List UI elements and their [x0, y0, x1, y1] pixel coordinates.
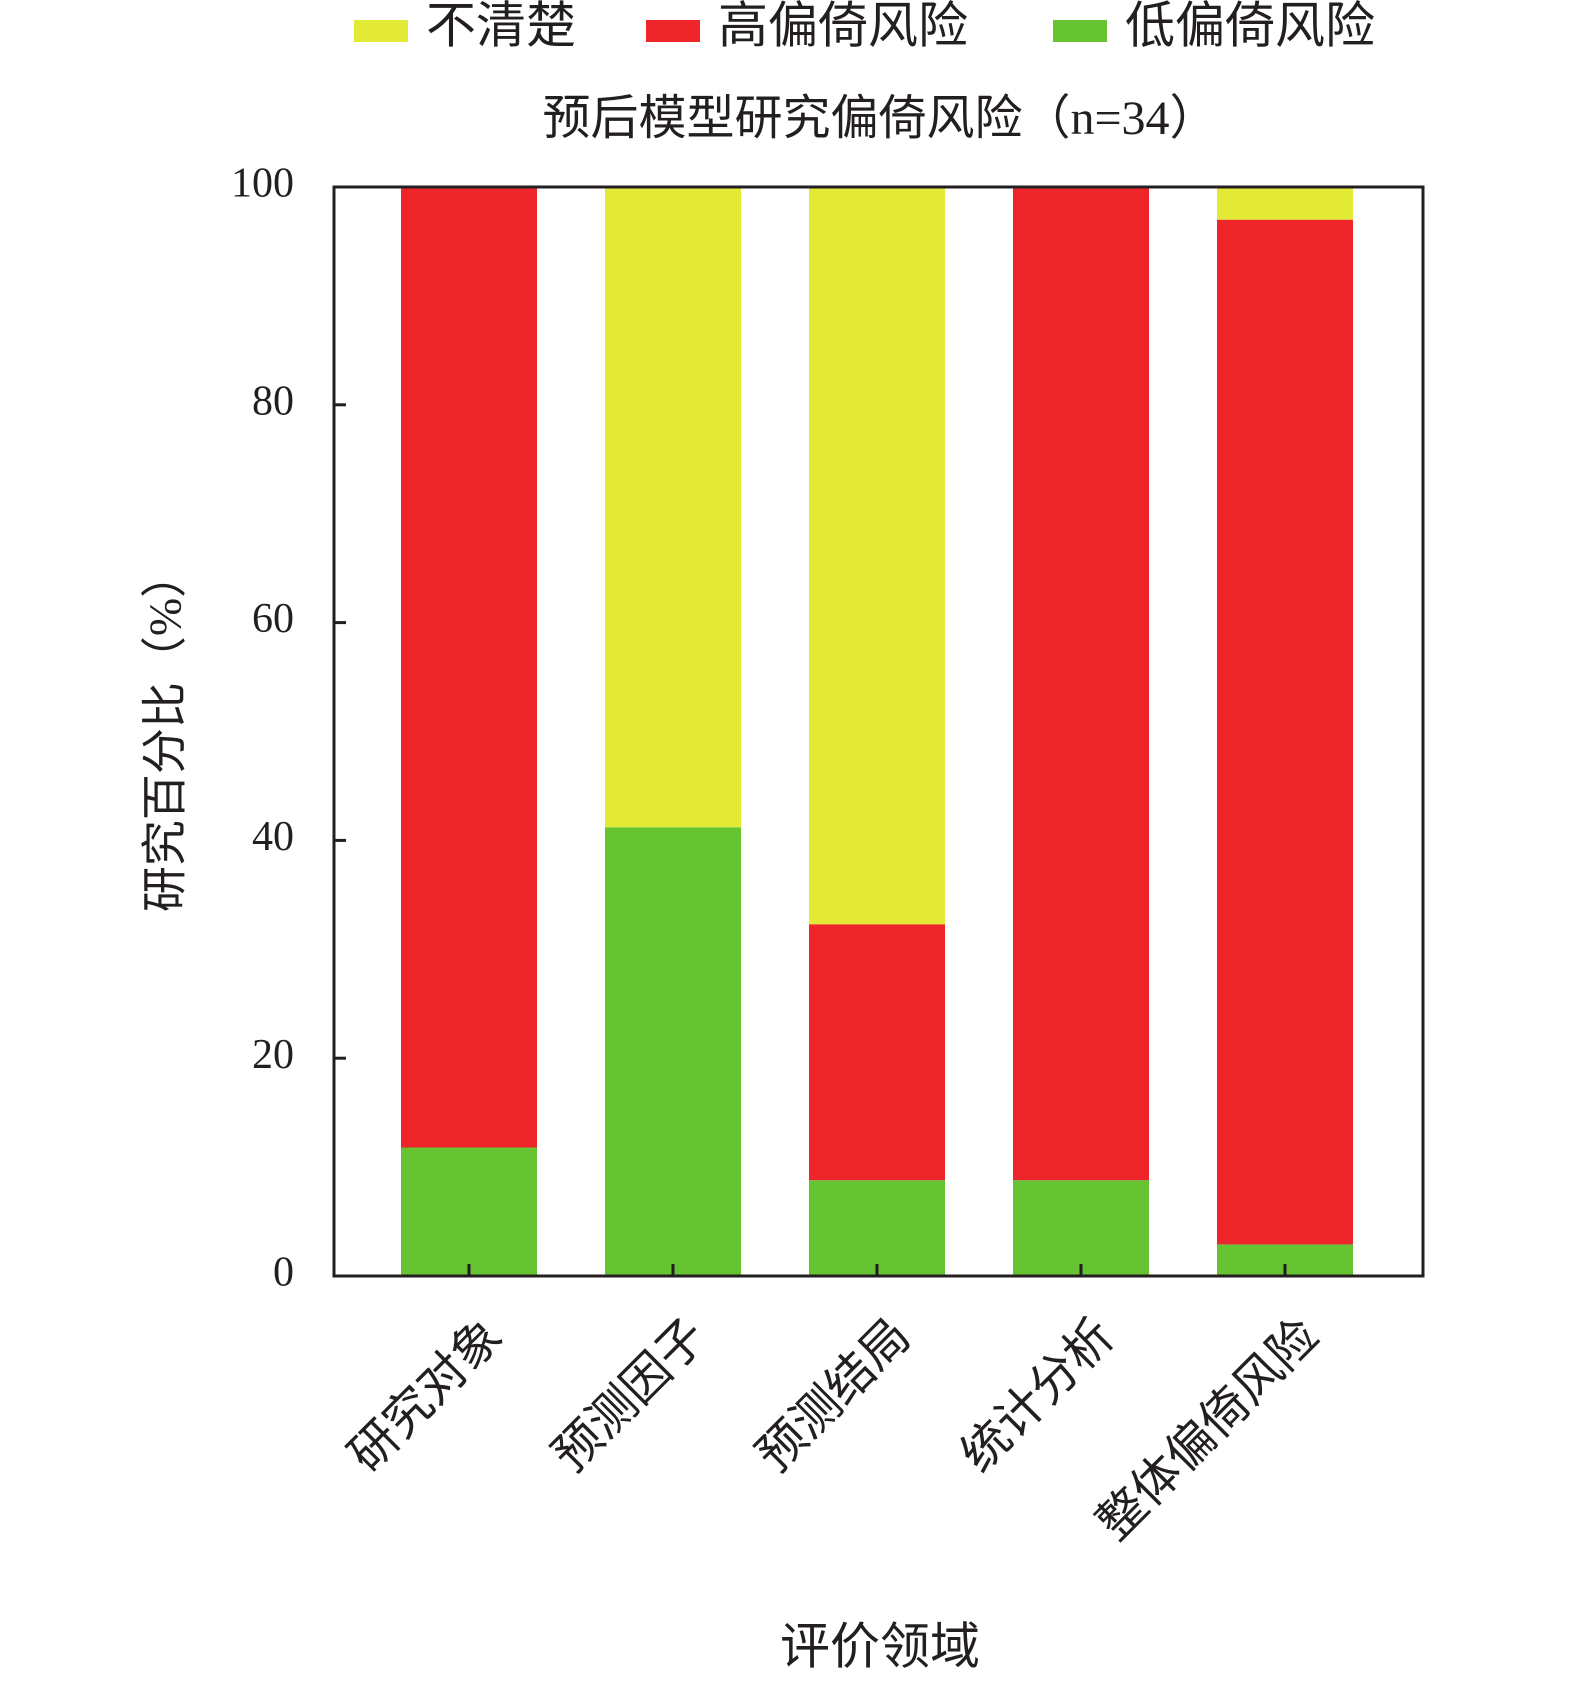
bar-segment — [1013, 1180, 1149, 1276]
y-tick-label: 40 — [252, 814, 294, 860]
plot-frame — [332, 185, 1425, 1278]
legend-label: 高偏倚风险 — [718, 0, 968, 53]
y-tick-label: 0 — [273, 1250, 294, 1296]
y-tick-label: 80 — [252, 378, 294, 424]
x-tick-label: 研究对象 — [339, 1309, 512, 1482]
bar-segment — [1217, 219, 1353, 1245]
legend-swatch — [1053, 20, 1107, 42]
chart-title: 预后模型研究偏倚风险（n=34） — [542, 92, 1217, 145]
bar-segment — [809, 924, 945, 1181]
x-tick-label: 预测因子 — [543, 1309, 716, 1482]
bar-segment — [809, 187, 945, 925]
x-axis-label: 评价领域 — [780, 1618, 980, 1674]
x-tick-label: 统计分析 — [951, 1309, 1124, 1482]
bar-segment — [1217, 188, 1353, 220]
legend-swatch — [646, 20, 700, 42]
bar-segment — [401, 187, 537, 1148]
bar-segment — [401, 1147, 537, 1276]
bar-segment — [605, 187, 741, 828]
y-tick-label: 20 — [252, 1032, 294, 1078]
legend-label: 不清楚 — [426, 0, 576, 53]
bar-segment — [809, 1180, 945, 1276]
legend-swatch — [354, 20, 408, 42]
y-axis-label: 研究百分比（%） — [140, 552, 191, 912]
bar-segment — [605, 827, 741, 1276]
y-tick-label: 100 — [231, 161, 294, 207]
x-tick-label: 预测结局 — [747, 1309, 920, 1482]
bar-segment — [1013, 187, 1149, 1181]
x-tick-label: 整体偏倚风险 — [1087, 1309, 1328, 1550]
y-tick-label: 60 — [252, 596, 294, 642]
legend-label: 低偏倚风险 — [1125, 0, 1375, 53]
